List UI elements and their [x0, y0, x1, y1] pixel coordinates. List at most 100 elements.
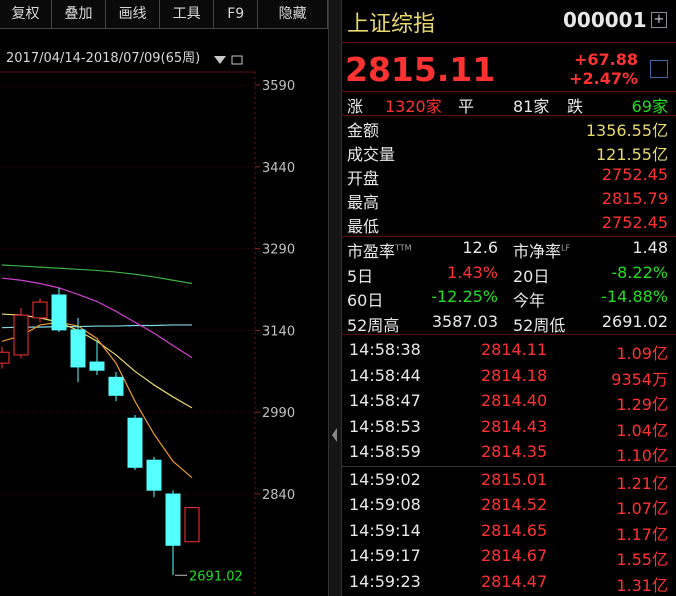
trade-time: 14:58:59 [349, 442, 421, 461]
trade-volume: 9354万 [611, 369, 668, 389]
toolbar-button[interactable]: 叠加 [52, 0, 107, 28]
breadth-flat: 81家 [513, 97, 550, 116]
toolbar-button[interactable]: F9 [214, 0, 259, 28]
y-tick-label: 3140 [262, 324, 295, 339]
ma-line [1, 277, 193, 359]
breadth-label: 平 [458, 97, 475, 116]
row-value: 2815.79 [601, 189, 668, 208]
stat-value: -12.25% [431, 287, 498, 306]
lock-icon [231, 55, 243, 65]
stat-label-text: 今年 [513, 291, 546, 310]
row-value: 121.55亿 [596, 145, 668, 164]
index-code: 000001 [563, 8, 647, 32]
stat-label-sup: LF [561, 243, 571, 253]
trade-time: 14:58:53 [349, 416, 421, 436]
row-value: 2752.45 [601, 213, 668, 232]
quote-panel: 上证综指 000001 + 2815.11 +67.88 +2.47% 涨 13… [341, 0, 676, 596]
stat-label-text: 市净率 [513, 242, 562, 261]
row-value: 1356.55亿 [585, 121, 668, 140]
stat-value: 2691.02 [601, 311, 668, 331]
breadth-up: 1320家 [385, 97, 442, 116]
breadth-down: 69家 [631, 97, 668, 116]
stat-value: -8.22% [611, 262, 668, 282]
stat-label: 5日 [347, 263, 373, 287]
price: 2815.11 [345, 50, 496, 89]
stat-label: 52周高 [347, 312, 399, 336]
index-name: 上证综指 [347, 12, 436, 37]
trade-time: 14:59:02 [349, 469, 421, 489]
candle-body [70, 329, 86, 368]
stat-value: 1.43% [447, 262, 498, 282]
candle-body [89, 361, 105, 371]
trade-price: 2814.40 [481, 391, 548, 410]
stat-value: 12.6 [462, 238, 498, 257]
row-value: 2752.45 [601, 165, 668, 184]
toolbar-button[interactable]: 隐藏 [258, 0, 328, 28]
trade-price: 2814.47 [481, 571, 548, 591]
y-tick-label: 3290 [262, 243, 295, 258]
chart-header: 2017/04/14-2018/07/09(65周) [6, 51, 200, 66]
breadth-label: 涨 [347, 97, 364, 116]
collapse-icon[interactable] [329, 0, 341, 596]
row-label: 最高 [347, 193, 380, 212]
panel-divider[interactable] [328, 0, 342, 596]
candle-body [165, 493, 181, 546]
trade-volume: 1.10亿 [616, 446, 668, 465]
ma-line [1, 264, 193, 285]
trade-time: 14:58:44 [349, 365, 421, 385]
trade-time: 14:59:23 [349, 571, 421, 591]
add-button[interactable]: + [651, 12, 667, 28]
candle-body [108, 376, 124, 396]
trade-time: 14:58:47 [349, 391, 421, 410]
toolbar-button[interactable]: 画线 [106, 0, 161, 28]
trade-price: 2814.65 [481, 520, 548, 540]
stat-label-text: 52周高 [347, 315, 400, 335]
y-tick-label: 3590 [262, 79, 295, 94]
toolbar-button[interactable]: 复权 [0, 0, 53, 28]
candle-body [51, 294, 67, 331]
stat-label-text: 5日 [347, 266, 374, 286]
row-label: 最低 [347, 217, 380, 236]
stat-label: 市盈率TTM [347, 238, 412, 262]
y-tick-label: 2990 [262, 406, 295, 421]
stat-label-text: 20日 [513, 266, 550, 286]
stat-label: 20日 [513, 263, 549, 287]
dropdown-icon [214, 56, 226, 64]
trade-volume: 1.55亿 [616, 550, 668, 569]
y-tick-label: 2840 [262, 488, 295, 503]
toolbar-button[interactable]: 工具 [160, 0, 215, 28]
y-tick-label: 3440 [262, 161, 295, 176]
stat-value: 3587.03 [431, 311, 498, 331]
trade-separator [341, 466, 676, 467]
stat-label: 市净率LF [513, 238, 570, 262]
candle-body [0, 351, 10, 364]
trade-price: 2814.67 [481, 546, 548, 565]
ma-line [1, 321, 193, 479]
ma-line [1, 324, 192, 329]
candle-body [127, 417, 143, 468]
stat-value: -14.88% [601, 287, 668, 306]
trade-price: 2814.11 [481, 340, 548, 359]
chart: 2017/04/14-2018/07/09(65周) 3590 3440 3290 3… [0, 51, 295, 596]
trade-volume: 1.09亿 [616, 344, 668, 363]
trade-price: 2814.52 [481, 495, 548, 514]
trade-price: 2814.18 [481, 365, 548, 385]
trade-time: 14:59:08 [349, 495, 421, 514]
trade-time: 14:59:17 [349, 546, 421, 565]
trade-volume: 1.31亿 [616, 575, 668, 595]
change: +67.88 [573, 50, 638, 69]
candle-body [184, 507, 200, 543]
stat-label: 60日 [347, 287, 383, 311]
low-label: 2691.02 [189, 569, 243, 584]
stat-value: 1.48 [632, 238, 668, 257]
trade-time: 14:59:14 [349, 520, 421, 540]
change-pct: +2.47% [569, 69, 638, 88]
alert-button[interactable] [650, 60, 668, 78]
trade-volume: 1.17亿 [616, 524, 668, 544]
trade-price: 2815.01 [481, 469, 548, 489]
stat-label: 今年 [513, 287, 545, 311]
stat-label-sup: TTM [395, 243, 412, 253]
breadth-label: 跌 [567, 97, 584, 116]
row-label: 成交量 [347, 145, 396, 164]
